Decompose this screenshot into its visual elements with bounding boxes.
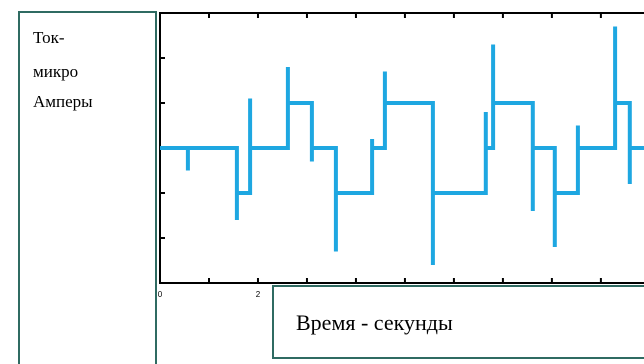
x-axis-label: Время - секунды <box>296 310 453 335</box>
axis-ticks <box>159 13 602 283</box>
y-axis-label-line: микро <box>33 62 79 81</box>
x-axis-label-box: Время - секунды <box>272 285 644 359</box>
y-axis-label-box: Ток- микро Амперы <box>18 11 157 364</box>
x-tick-label: 2 <box>256 290 261 299</box>
current-trace-line <box>160 26 644 265</box>
x-tick-label: 0 <box>158 290 163 299</box>
series-group <box>160 26 644 265</box>
y-axis-label-line: Ток- <box>33 28 65 47</box>
y-axis-label-line: Амперы <box>33 92 93 111</box>
